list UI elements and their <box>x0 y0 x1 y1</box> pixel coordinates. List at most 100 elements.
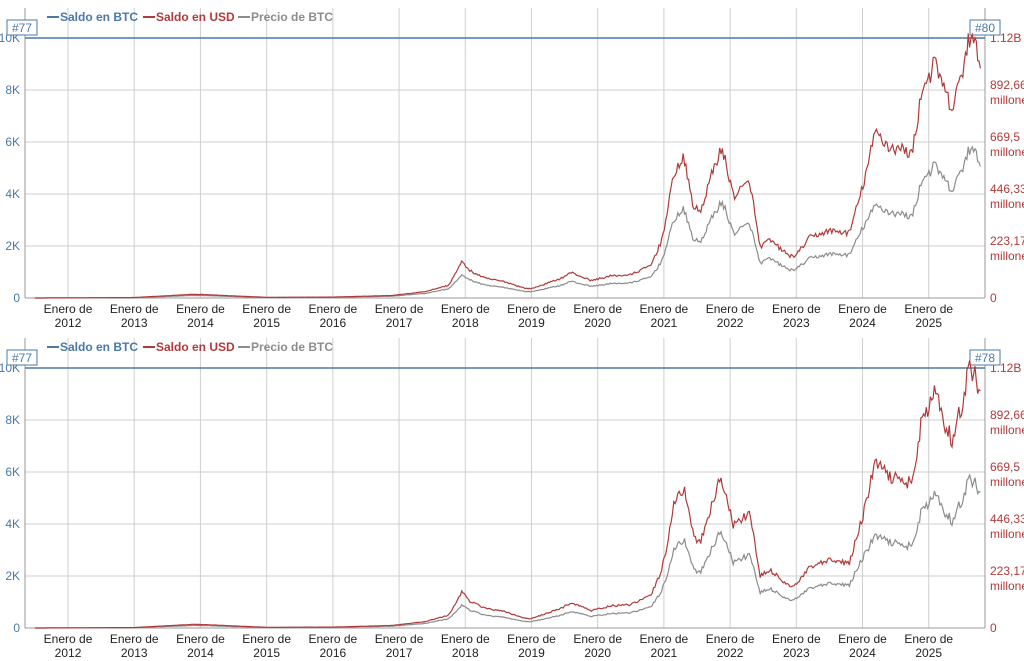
rank-badge-right-box <box>969 19 1001 36</box>
x-tick-label: 2014 <box>187 316 214 330</box>
x-tick-label: 2023 <box>783 646 810 660</box>
x-tick-label: 2016 <box>320 646 347 660</box>
y-right-tick-label: millones <box>990 527 1024 541</box>
x-tick-label: Enero de <box>309 302 358 316</box>
x-tick-label: Enero de <box>176 632 225 646</box>
series-usd-balance-line <box>34 360 981 629</box>
legend-label: Precio de BTC <box>251 10 333 24</box>
y-right-tick-label: millones <box>990 249 1024 263</box>
x-tick-label: Enero de <box>375 302 424 316</box>
y-right-tick-label: 0 <box>990 291 997 305</box>
y-left-tick-label: 0 <box>13 291 20 305</box>
x-tick-label: Enero de <box>573 302 622 316</box>
x-tick-label: Enero de <box>706 632 755 646</box>
x-tick-label: Enero de <box>904 632 953 646</box>
y-left-tick-label: 8K <box>5 413 20 427</box>
y-left-tick-label: 2K <box>5 569 20 583</box>
x-tick-label: 2018 <box>452 646 479 660</box>
rank-badge-right: #80 <box>969 19 1001 36</box>
x-tick-label: 2013 <box>121 316 148 330</box>
x-tick-label: Enero de <box>640 632 689 646</box>
legend-label: Saldo en USD <box>156 10 235 24</box>
y-right-tick-label: 892,66 <box>990 78 1024 92</box>
x-tick-label: 2023 <box>783 316 810 330</box>
y-right-tick-label: 0 <box>990 621 997 635</box>
x-tick-label: 2022 <box>717 316 744 330</box>
legend-label: Saldo en BTC <box>60 340 138 354</box>
x-tick-label: Enero de <box>507 632 556 646</box>
x-tick-label: 2018 <box>452 316 479 330</box>
x-tick-label: Enero de <box>110 632 159 646</box>
x-tick-label: Enero de <box>441 302 490 316</box>
x-tick-label: Enero de <box>772 302 821 316</box>
y-right-tick-label: 446,33 <box>990 512 1024 526</box>
x-tick-label: 2012 <box>55 646 82 660</box>
x-tick-label: 2012 <box>55 316 82 330</box>
legend: Saldo en BTC Saldo en USD Precio de BTC <box>47 340 333 354</box>
y-right-tick-label: millones <box>990 423 1024 437</box>
rank-badge-left: #77 <box>6 19 38 36</box>
rank-badge-right-text: #80 <box>975 21 995 35</box>
rank-badge-left-text: #77 <box>12 21 32 35</box>
y-right-tick-label: millones <box>990 93 1024 107</box>
legend: Saldo en BTC Saldo en USD Precio de BTC <box>47 10 333 24</box>
x-tick-label: Enero de <box>904 302 953 316</box>
x-tick-label: 2020 <box>584 646 611 660</box>
x-tick-label: 2019 <box>518 646 545 660</box>
rank-badge-right-text: #78 <box>975 351 995 365</box>
x-tick-label: Enero de <box>706 302 755 316</box>
x-tick-label: Enero de <box>110 302 159 316</box>
y-left-tick-label: 6K <box>5 465 20 479</box>
y-right-tick-label: 669,5 <box>990 460 1020 474</box>
y-left-tick-label: 6K <box>5 135 20 149</box>
y-right-tick-label: 669,5 <box>990 130 1020 144</box>
x-tick-label: 2016 <box>320 316 347 330</box>
y-right-tick-label: 223,17 <box>990 564 1024 578</box>
x-tick-label: 2019 <box>518 316 545 330</box>
x-tick-label: Enero de <box>838 632 887 646</box>
x-tick-label: Enero de <box>838 302 887 316</box>
rank-badge-left-box <box>6 349 38 366</box>
y-left-tick-label: 2K <box>5 239 20 253</box>
x-tick-label: 2020 <box>584 316 611 330</box>
y-right-tick-label: millones <box>990 145 1024 159</box>
y-right-tick-label: 892,66 <box>990 408 1024 422</box>
legend-label: Saldo en BTC <box>60 10 138 24</box>
x-tick-label: Enero de <box>441 632 490 646</box>
x-tick-label: 2017 <box>386 316 413 330</box>
x-tick-label: 2024 <box>849 316 876 330</box>
x-tick-label: Enero de <box>176 302 225 316</box>
x-tick-label: Enero de <box>309 632 358 646</box>
x-tick-label: 2014 <box>187 646 214 660</box>
legend-label: Precio de BTC <box>251 340 333 354</box>
x-tick-label: 2015 <box>253 646 280 660</box>
rank-badge-right-box <box>969 349 1001 366</box>
x-tick-label: Enero de <box>573 632 622 646</box>
chart-panel-top: Enero de 2012 Enero de 2013 Enero de 2014 Ener… <box>0 0 1024 330</box>
x-tick-label: Enero de <box>242 302 291 316</box>
x-tick-label: Enero de <box>375 632 424 646</box>
x-tick-label: Enero de <box>242 632 291 646</box>
y-right-tick-label: 446,33 <box>990 182 1024 196</box>
y-right-tick-label: 223,17 <box>990 234 1024 248</box>
chart-panel-bottom: Enero de 2012 Enero de 2013 Enero de 2014 Ener… <box>0 330 1024 661</box>
rank-badge-left-box <box>6 19 38 36</box>
x-tick-label: Enero de <box>44 302 93 316</box>
series-btc-price-line <box>34 145 981 299</box>
y-right-tick-label: millones <box>990 475 1024 489</box>
x-tick-label: 2025 <box>915 316 942 330</box>
x-tick-label: Enero de <box>772 632 821 646</box>
rank-badge-right: #78 <box>969 349 1001 366</box>
x-tick-label: 2022 <box>717 646 744 660</box>
series-usd-balance-line <box>34 32 981 299</box>
rank-badge-left-text: #77 <box>12 351 32 365</box>
y-left-tick-label: 4K <box>5 517 20 531</box>
x-tick-label: Enero de <box>507 302 556 316</box>
x-tick-label: 2015 <box>253 316 280 330</box>
x-tick-label: 2021 <box>651 316 678 330</box>
y-right-tick-label: millones <box>990 197 1024 211</box>
y-left-tick-label: 0 <box>13 621 20 635</box>
y-right-tick-label: millones <box>990 579 1024 593</box>
